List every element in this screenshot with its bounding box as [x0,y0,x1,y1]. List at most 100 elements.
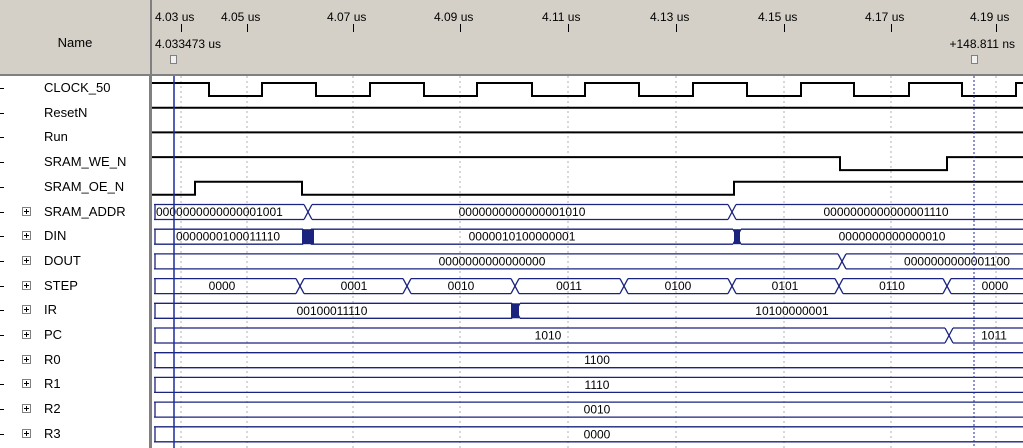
bus-value-label: 0000 [982,279,1009,293]
bus-transition [942,278,952,294]
time-tick [247,24,248,32]
time-tick [784,24,785,32]
row-tick [0,260,4,262]
signal-row-din[interactable]: DIN [0,224,149,249]
row-tick [0,112,4,114]
expand-plus-icon[interactable] [22,404,31,414]
signal-name-label: R1 [44,376,61,392]
signal-row-pc[interactable]: PC [0,323,149,348]
waveform-area[interactable]: 0000000000000001001 0000000000000001010 00… [152,76,1023,448]
expand-plus-icon[interactable] [22,255,31,265]
signal-row-clock-50[interactable]: CLOCK_50 [0,76,149,101]
signal-row-sram-we-n[interactable]: SRAM_WE_N [0,150,149,175]
bus-value-label: 0000000000000000 [439,254,546,268]
bus-transition [619,278,629,294]
bus-value-label: 0000000100011110 [176,230,280,244]
waveform-canvas[interactable]: 0000000000000001001 0000000000000001010 00… [152,76,1023,448]
cursor-delta-readout: +148.811 ns [949,37,1015,51]
row-tick [0,162,4,164]
signal-row-resetn[interactable]: ResetN [0,101,149,126]
signal-name-label: R0 [44,351,61,367]
signal-row-sram-oe-n[interactable]: SRAM_OE_N [0,175,149,200]
signal-row-step[interactable]: STEP [0,274,149,299]
signal-row-r2[interactable]: R2 [0,397,149,422]
expand-plus-icon[interactable] [22,206,31,216]
signal-name-label: PC [44,327,63,342]
bus-transition [727,204,737,220]
signal-row-sram-addr[interactable]: SRAM_ADDR [0,200,149,225]
time-tick [181,24,182,32]
row-tick [0,186,4,188]
time-tick [996,24,997,32]
bus-transition [727,278,737,294]
expand-plus-icon[interactable] [22,354,31,364]
din-glitch-block [734,229,740,245]
expand-plus-icon[interactable] [22,231,31,241]
row-tick [0,335,4,336]
signal-row-dout[interactable]: DOUT [0,249,149,274]
time-tick [460,24,461,32]
signal-row-r0[interactable]: R0 [0,348,149,373]
expand-plus-icon[interactable] [22,305,31,315]
signal-names-panel: CLOCK_50 ResetN Run SRAM_WE_N SRAM_OE_N SRAM_… [0,76,152,448]
cursor-1-handle[interactable] [170,55,177,64]
bit-waveform-3 [152,156,1023,172]
time-ruler: 4.033473 us +148.811 ns 4.03 us 4.05 us 4.… [152,0,1023,76]
bus-value-label: 0000000000000001010 [459,205,586,219]
signal-name-label: R3 [44,425,61,441]
time-label: 4.15 us [758,10,798,24]
row-tick [0,409,4,411]
time-tick [676,24,677,32]
din-glitch-block [302,229,314,245]
bus-transition [837,253,847,270]
bus-value-label: 0110 [879,279,905,293]
time-label: 4.17 us [865,10,905,24]
expand-plus-icon[interactable] [22,379,31,389]
signal-row-r1[interactable]: R1 [0,372,149,397]
expand-plus-icon[interactable] [22,428,31,438]
bus-value-label: 0010 [584,403,611,417]
bus-value-label: 10100000001 [755,304,829,318]
cursor-time-readout: 4.033473 us [155,37,222,51]
bus-transition [402,278,412,294]
bit-waveform-4 [152,180,1023,196]
expand-plus-icon[interactable] [22,330,31,339]
signal-row-r3[interactable]: R3 [0,422,149,447]
time-tick [353,24,354,32]
time-tick [891,24,892,32]
bus-value-label: 0010 [448,279,475,293]
signal-name-label: STEP [44,277,78,293]
row-tick [0,384,4,386]
cursor-2-handle[interactable] [971,55,978,64]
signal-name-label: DIN [44,228,67,244]
time-label: 4.13 us [650,10,690,24]
signal-name-label: CLOCK_50 [44,80,111,95]
bus-value-label: 0000 [209,279,236,293]
expand-plus-icon[interactable] [22,280,31,290]
signal-name-label: SRAM_WE_N [44,154,127,170]
ir-glitch-block [511,303,519,319]
bus-value-label: 0000000000000010 [839,230,946,244]
row-tick [0,310,4,312]
bus-value-label: 0100 [665,279,692,293]
row-tick [0,137,4,139]
bus-value-label: 0001 [341,279,368,293]
signal-name-label: IR [44,302,57,318]
row-tick [0,285,4,287]
signal-name-label: R2 [44,401,61,417]
row-tick [0,236,4,238]
signal-row-run[interactable]: Run [0,125,149,150]
signal-row-ir[interactable]: IR [0,298,149,323]
bus-transition [295,278,305,294]
bus-transition [303,204,313,220]
bus-transition [834,278,844,294]
signal-name-label: SRAM_OE_N [44,178,125,194]
bus-value-label: 0101 [772,279,799,293]
name-column-header[interactable]: Name [57,35,93,50]
bus-value-label: 1110 [585,378,610,392]
time-label: 4.09 us [434,10,474,24]
names-header: Name [0,0,152,76]
bus-transition [510,278,520,294]
bus-value-label: 1100 [584,353,610,367]
bus-value-label: 0000 [584,427,611,441]
